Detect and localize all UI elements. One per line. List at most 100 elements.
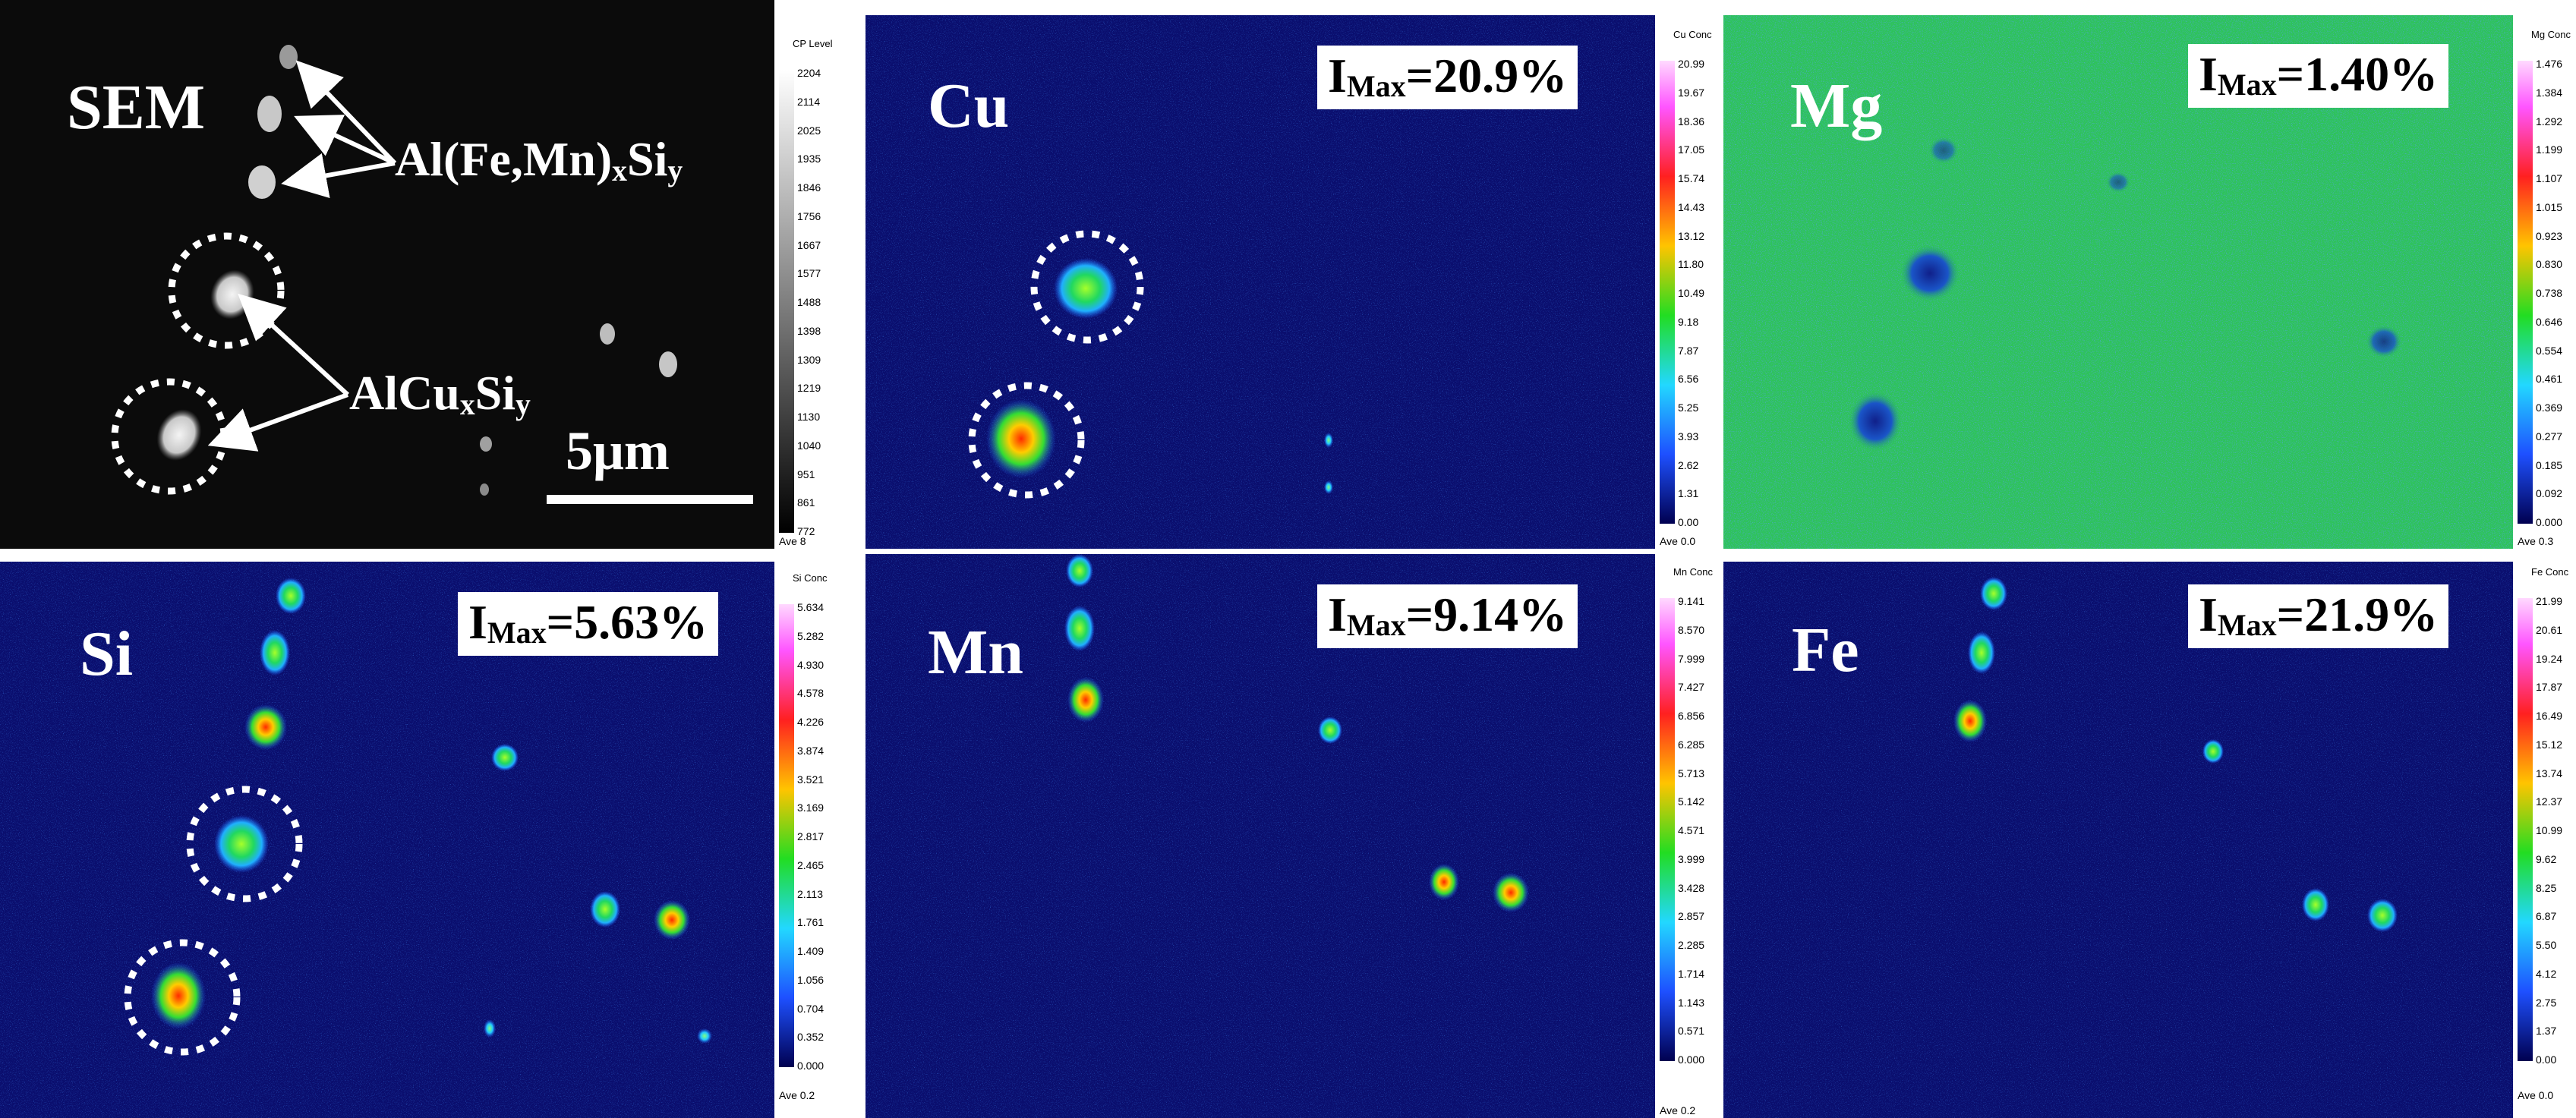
colorbar-tick-label: 1.143 [1678,996,1705,1009]
colorbar-tick-label: 5.634 [797,601,825,613]
colorbar-tick-label: 6.56 [1678,373,1699,386]
si-highlight-circle [124,939,241,1056]
colorbar-tick-label: 1.056 [797,973,825,986]
fe-map-panel: Fe IMax=21.9% Fe Conc 21.99 20.61 19.24 17.… [1723,562,2576,1118]
colorbar-tick-label: 8.570 [1678,623,1705,636]
colorbar-tick-label: 15.12 [2536,738,2563,751]
mg-colorbar: Mg Conc 1.476 1.384 1.292 1.199 1.107 1.015 0.… [2515,24,2576,549]
colorbar-tick-label: 2025 [797,124,821,137]
colorbar-tick-label: 4.571 [1678,824,1705,836]
colorbar-tick-label: 1.476 [2536,58,2563,70]
colorbar-tick-label: 11.80 [1678,258,1704,271]
colorbar-tick-label: 2114 [797,95,821,108]
colorbar-tick-label: 1.292 [2536,115,2563,128]
colorbar-tick-label: 1.31 [1678,487,1699,500]
colorbar-tick-label: 3.93 [1678,430,1699,442]
colorbar-tick-label: 6.87 [2536,910,2557,923]
colorbar-tick-label: 10.49 [1678,287,1705,299]
colorbar-tick-label: 0.000 [797,1060,825,1072]
colorbar-tick-label: 20.61 [2536,623,2563,636]
colorbar-tick-label: 14.43 [1678,200,1705,213]
colorbar-tick-label: 5.713 [1678,767,1705,779]
colorbar-tick-label: 1309 [797,353,821,366]
colorbar-tick-label: 0.000 [2536,516,2563,528]
annotation-cu-phase: AlCuxSiy [349,366,531,422]
scale-bar-label: 5μm [566,420,670,481]
colorbar-tick-label: 2204 [797,67,821,79]
mn-colorbar-ticks: 9.141 8.570 7.999 7.427 6.856 6.285 5.713 5.142… [1678,595,1711,1066]
colorbar-tick-label: 2.817 [797,830,825,842]
fe-element-label: Fe [1792,615,1859,685]
colorbar-tick-label: 5.282 [797,629,825,642]
colorbar-tick-label: 16.49 [2536,710,2563,722]
colorbar-tick-label: 13.12 [1678,229,1705,242]
colorbar-tick-label: 2.465 [797,858,825,871]
colorbar-tick-label: 20.99 [1678,58,1705,70]
colorbar-tick-label: 1.199 [2536,143,2563,156]
colorbar-tick-label: 4.578 [797,687,825,700]
colorbar-tick-label: 1398 [797,324,821,337]
colorbar-tick-label: 9.141 [1678,595,1705,607]
colorbar-tick-label: 2.857 [1678,910,1705,923]
fe-map-image [1723,562,2513,1118]
colorbar-tick-label: 9.62 [2536,852,2557,865]
colorbar-tick-label: 13.74 [2536,767,2563,779]
colorbar-tick-label: 0.00 [1678,516,1699,528]
si-map-panel: Si IMax=5.63% Si Conc 5.634 5.282 4.930 4.5… [0,562,835,1118]
colorbar-tick-label: 1488 [797,296,821,308]
colorbar-tick-label: 1935 [797,153,821,165]
colorbar-tick-label: 4.930 [797,658,825,671]
colorbar-tick-label: 4.226 [797,716,825,728]
mn-colorbar: Mn Conc 9.141 8.570 7.999 7.427 6.856 6.285 5.… [1657,562,1716,1118]
colorbar-tick-label: 6.856 [1678,710,1705,722]
cu-map-panel: Cu IMax=20.9% Cu Conc 20.99 19.67 18.36 17.… [865,15,1716,549]
colorbar-tick-label: 0.461 [2536,373,2563,386]
colorbar-tick-label: 0.554 [2536,344,2563,357]
colorbar-tick-label: 18.36 [1678,115,1705,128]
colorbar-tick-label: 1.761 [797,916,825,929]
mn-imax-box: IMax=9.14% [1317,584,1578,648]
colorbar-tick-label: 1.37 [2536,1025,2557,1038]
sem-colorbar: CP Level 2204 2114 2025 1935 1846 1756 1667 157… [776,33,834,549]
colorbar-tick-label: 3.874 [797,744,825,757]
sem-colorbar-ticks: 2204 2114 2025 1935 1846 1756 1667 1577 1488 1398… [797,67,831,537]
si-element-label: Si [80,619,134,689]
si-colorbar-ticks: 5.634 5.282 4.930 4.578 4.226 3.874 3.521 3.169… [797,601,831,1072]
cu-colorbar-ticks: 20.99 19.67 18.36 17.05 15.74 14.43 13.12 11.80… [1678,58,1711,528]
colorbar-tick-label: 1577 [797,267,821,280]
colorbar-tick-label: 9.18 [1678,315,1699,328]
fe-colorbar-ticks: 21.99 20.61 19.24 17.87 16.49 15.12 13.74 12.37… [2536,595,2569,1066]
cu-colorbar: Cu Conc 20.99 19.67 18.36 17.05 15.74 14.43 13… [1657,24,1716,549]
si-colorbar: Si Conc 5.634 5.282 4.930 4.578 4.226 3.874 3.… [776,568,835,1103]
colorbar-tick-label: 21.99 [2536,595,2563,607]
colorbar-tick-label: 2.75 [2536,996,2557,1009]
colorbar-tick-label: 7.87 [1678,344,1699,357]
colorbar-tick-label: 5.142 [1678,795,1705,808]
fe-colorbar: Fe Conc 21.99 20.61 19.24 17.87 16.49 15.12 13… [2515,562,2576,1103]
colorbar-tick-label: 0.092 [2536,487,2563,500]
colorbar-tick-label: 2.285 [1678,939,1705,951]
colorbar-tick-label: 3.428 [1678,881,1705,894]
colorbar-tick-label: 1.714 [1678,967,1705,980]
si-highlight-circle [186,786,303,902]
mn-map-panel: Mn IMax=9.14% Mn Conc 9.141 8.570 7.999 7.4… [865,554,1716,1118]
sem-panel: SEM Al(Fe,Mn)xSiy AlCuxSiy 5μm CP Level … [0,0,835,549]
colorbar-tick-label: 951 [797,468,815,480]
colorbar-tick-label: 772 [797,525,815,537]
colorbar-tick-label: 19.24 [2536,652,2563,665]
colorbar-tick-label: 15.74 [1678,172,1705,184]
scale-bar [547,495,753,504]
colorbar-tick-label: 6.285 [1678,738,1705,751]
colorbar-tick-label: 12.37 [2536,795,2563,808]
colorbar-tick-label: 17.05 [1678,143,1705,156]
colorbar-tick-label: 861 [797,496,815,509]
colorbar-tick-label: 0.352 [797,1031,825,1044]
sem-image [0,0,774,549]
cu-element-label: Cu [928,71,1010,141]
colorbar-tick-label: 1.015 [2536,200,2563,213]
colorbar-tick-label: 3.999 [1678,852,1705,865]
colorbar-tick-label: 0.185 [2536,458,2563,471]
mg-map-panel: Mg IMax=1.40% Mg Conc 1.476 1.384 1.292 1.1… [1723,15,2576,549]
cu-highlight-circle [968,382,1085,499]
mg-colorbar-ticks: 1.476 1.384 1.292 1.199 1.107 1.015 0.923 0.830… [2536,58,2569,528]
